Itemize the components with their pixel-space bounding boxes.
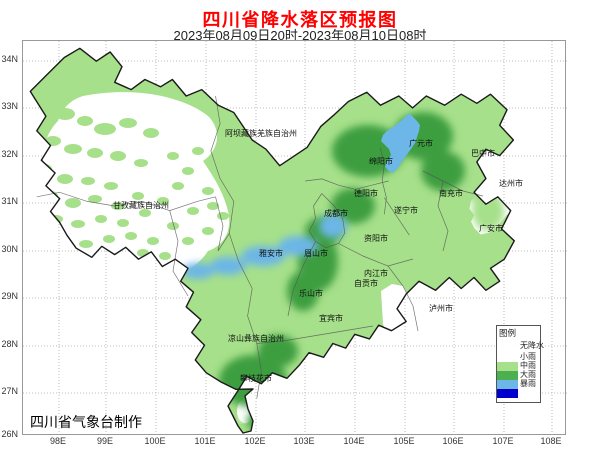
svg-text:南充市: 南充市 — [439, 188, 463, 198]
svg-text:阿坝藏族羌族自治州: 阿坝藏族羌族自治州 — [225, 128, 297, 138]
svg-text:宜宾市: 宜宾市 — [319, 313, 343, 323]
svg-text:眉山市: 眉山市 — [304, 248, 328, 258]
svg-text:内江市: 内江市 — [364, 268, 388, 278]
svg-text:甘孜藏族自治州: 甘孜藏族自治州 — [113, 200, 169, 210]
svg-text:凉山彝族自治州: 凉山彝族自治州 — [228, 333, 284, 343]
svg-text:乐山市: 乐山市 — [299, 288, 323, 298]
svg-text:广元市: 广元市 — [409, 138, 433, 148]
svg-text:达州市: 达州市 — [499, 178, 523, 188]
svg-text:德阳市: 德阳市 — [354, 188, 378, 198]
svg-text:遂宁市: 遂宁市 — [394, 205, 418, 215]
svg-text:泸州市: 泸州市 — [429, 303, 453, 313]
svg-text:绵阳市: 绵阳市 — [369, 156, 393, 166]
svg-text:广安市: 广安市 — [479, 223, 503, 233]
svg-text:雅安市: 雅安市 — [259, 248, 283, 258]
svg-text:成都市: 成都市 — [324, 208, 348, 218]
svg-text:自贡市: 自贡市 — [354, 278, 378, 288]
svg-text:资阳市: 资阳市 — [364, 233, 388, 243]
